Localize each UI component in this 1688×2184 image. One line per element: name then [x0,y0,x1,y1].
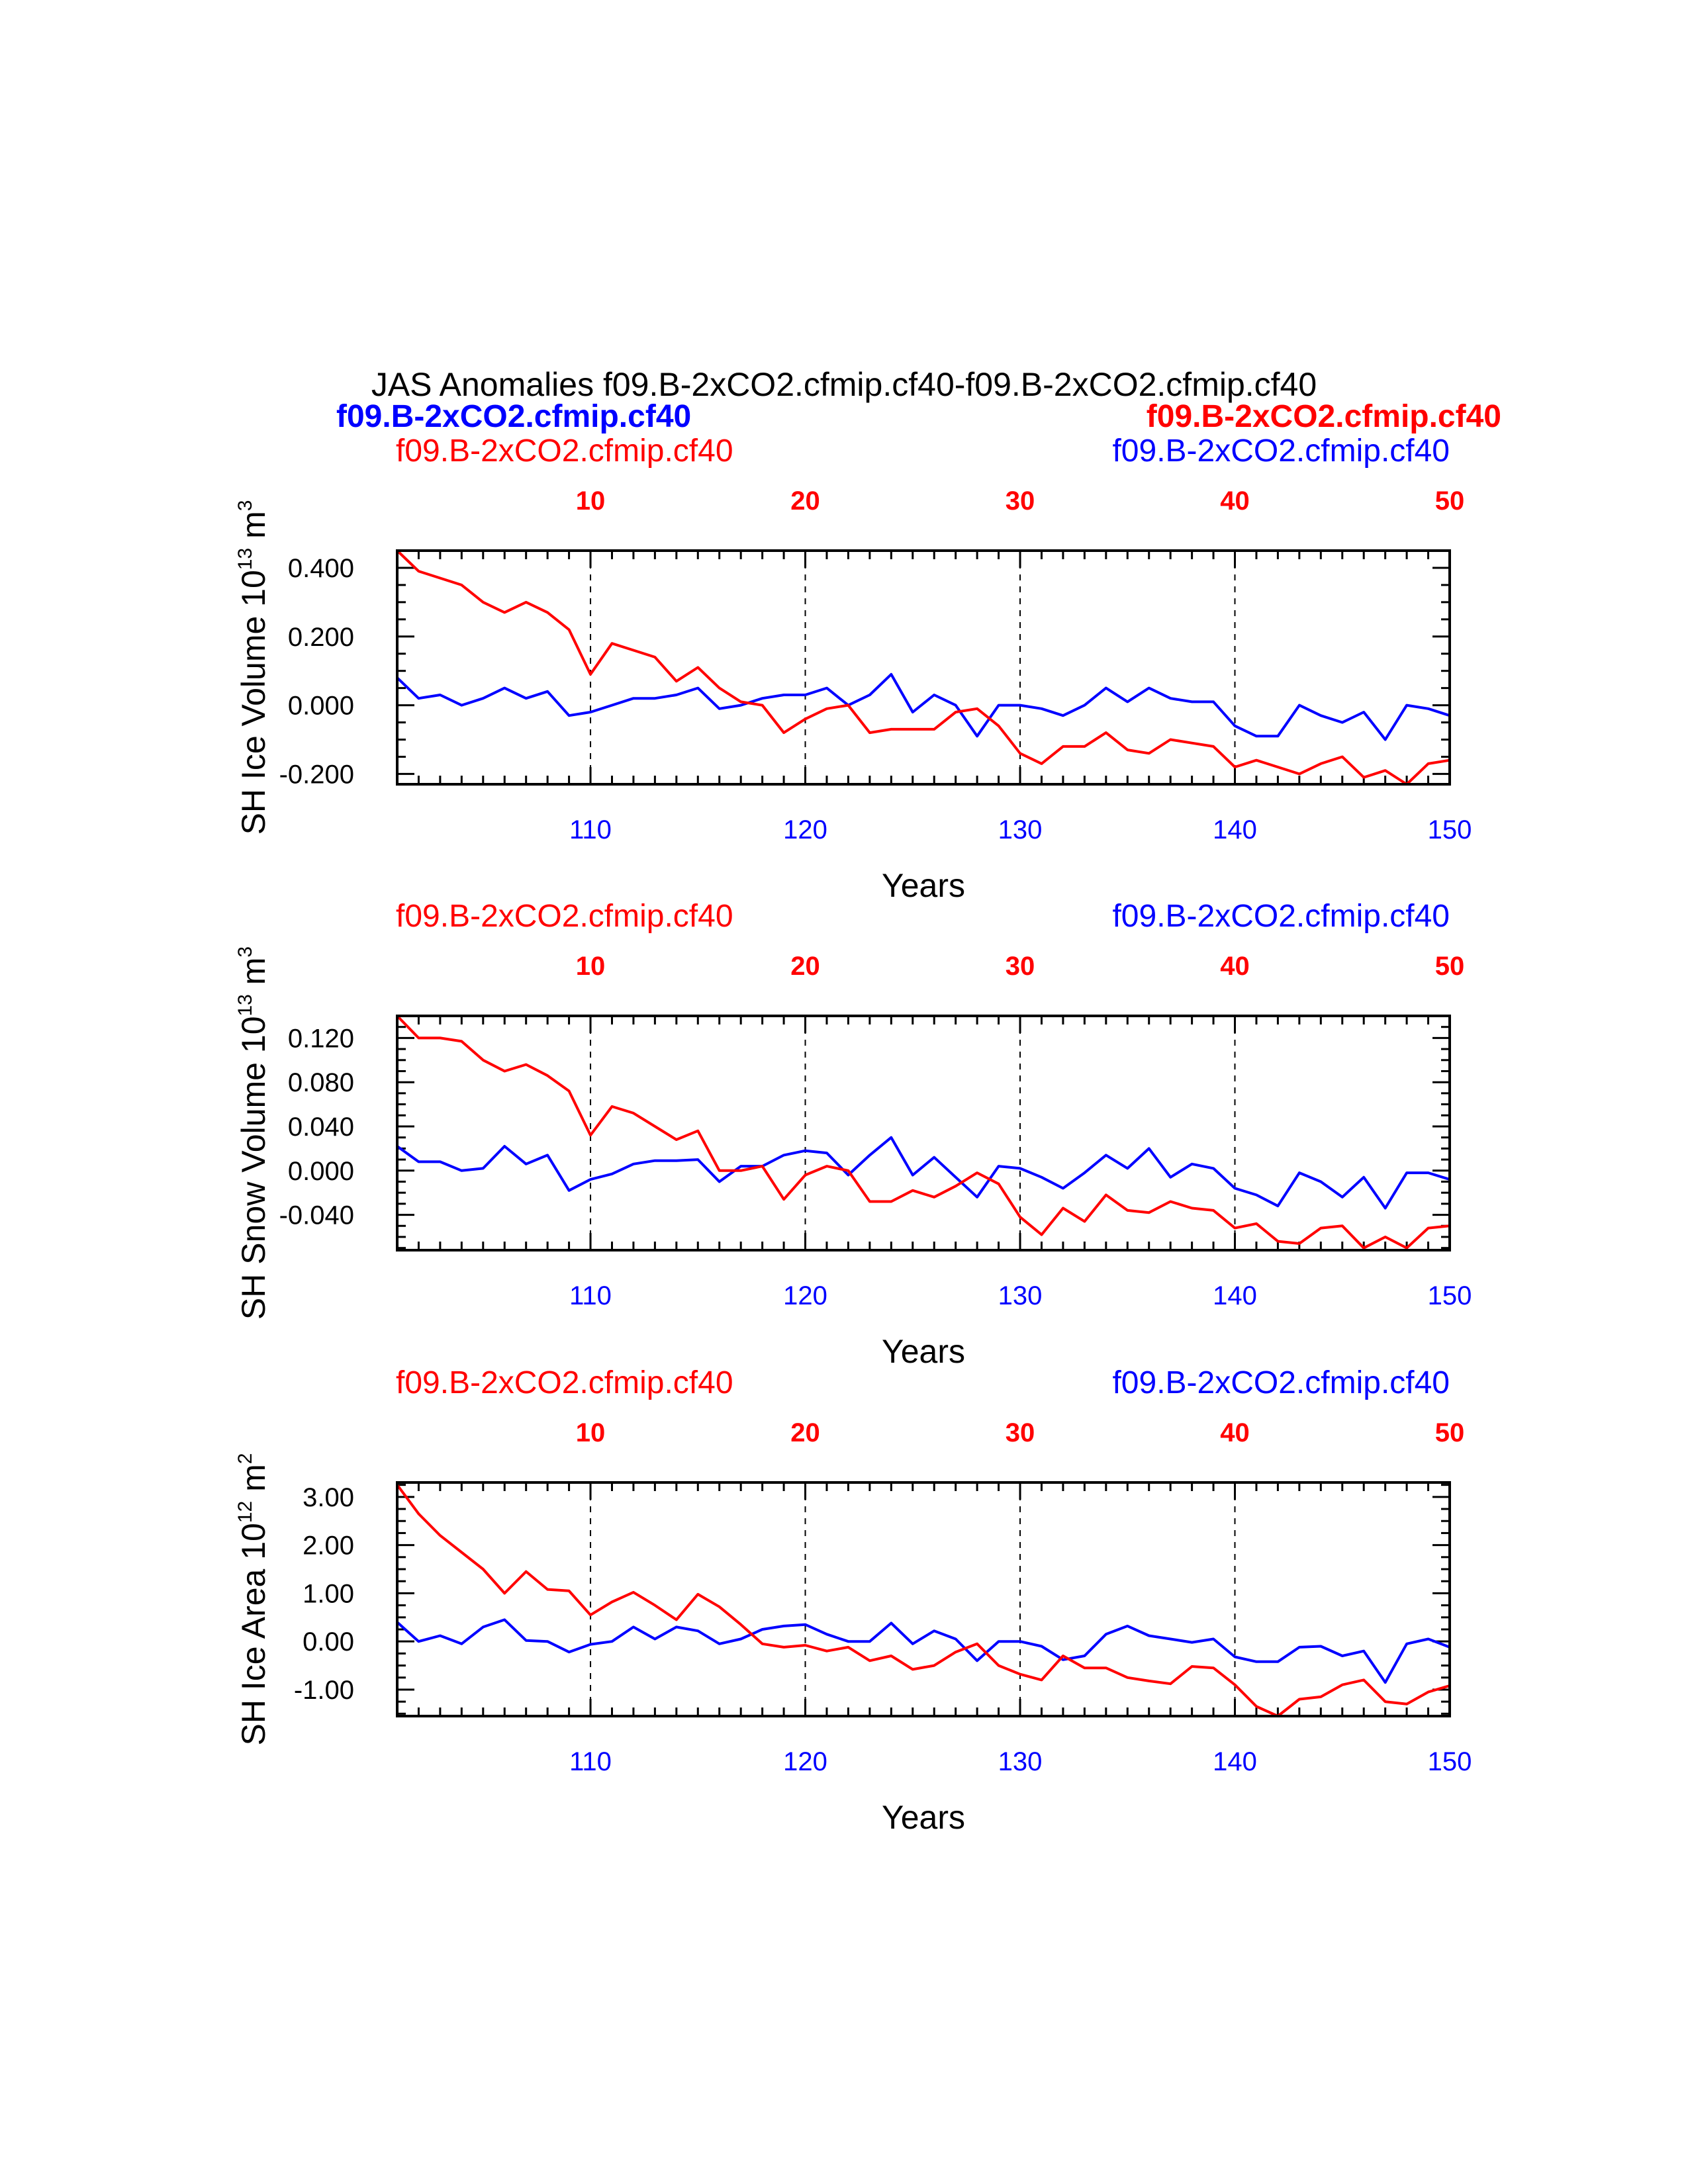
series-line-red [396,1484,1450,1717]
snow-volume-panel: f09.B-2xCO2.cfmip.cf40 f09.B-2xCO2.cfmip.… [234,899,1472,1370]
x-tick-label-bottom: 120 [783,1747,827,1776]
x-tick-label-top: 40 [1220,486,1250,516]
x-tick-label-top: 30 [1006,486,1035,516]
ice-area-panel: f09.B-2xCO2.cfmip.cf40 f09.B-2xCO2.cfmip.… [234,1365,1472,1836]
y-tick-label: 0.000 [288,1157,354,1186]
series-line-red [396,549,1450,786]
y-axis-label-exponent: 13 [234,548,256,570]
y-tick-label: -0.200 [279,760,354,789]
y-tick-label: 2.00 [303,1531,354,1561]
y-tick-label: 0.000 [288,692,354,721]
y-axis-label-text: SH Ice Area 10 [235,1523,272,1745]
header-right-run-label: f09.B-2xCO2.cfmip.cf40 [1147,399,1501,434]
x-axis-label: Years [882,867,965,904]
x-tick-label-bottom: 130 [998,815,1043,844]
x-tick-label-top: 20 [790,952,820,981]
x-tick-label-top: 40 [1220,1418,1250,1447]
left-run-label: f09.B-2xCO2.cfmip.cf40 [396,1365,733,1400]
x-tick-label-bottom: 150 [1428,815,1472,844]
x-tick-label-top: 40 [1220,952,1250,981]
y-tick-label: 0.080 [288,1068,354,1097]
x-tick-label-bottom: 150 [1428,1747,1472,1776]
x-tick-label-top: 50 [1435,952,1465,981]
y-tick-label: -0.040 [279,1201,354,1230]
x-axis-label: Years [882,1333,965,1370]
series-line-blue [396,672,1450,741]
y-tick-label: 3.00 [303,1483,354,1512]
x-tick-label-top: 50 [1435,486,1465,516]
y-tick-label: 0.120 [288,1024,354,1053]
x-tick-label-top: 10 [576,486,606,516]
y-axis-label: SH Ice Volume 1013 m3 [234,500,272,835]
y-tick-label: 0.040 [288,1113,354,1142]
x-tick-label-top: 20 [790,486,820,516]
x-tick-label-bottom: 150 [1428,1281,1472,1310]
x-tick-label-bottom: 110 [569,1281,612,1310]
y-axis-label: SH Snow Volume 1013 m3 [234,946,272,1320]
y-axis-label-text: SH Snow Volume 10 [235,1017,272,1320]
x-tick-label-top: 10 [576,1418,606,1447]
x-tick-label-bottom: 140 [1213,815,1257,844]
x-tick-label-top: 30 [1006,1418,1035,1447]
right-run-label: f09.B-2xCO2.cfmip.cf40 [1112,899,1450,934]
left-run-label: f09.B-2xCO2.cfmip.cf40 [396,899,733,934]
x-tick-label-bottom: 130 [998,1747,1043,1776]
x-tick-label-bottom: 140 [1213,1747,1257,1776]
x-tick-label-bottom: 110 [569,1747,612,1776]
y-axis-label-unit-exponent: 3 [234,946,256,958]
right-run-label: f09.B-2xCO2.cfmip.cf40 [1112,1365,1450,1400]
x-axis-label: Years [882,1799,965,1836]
ice-volume-panel: f09.B-2xCO2.cfmip.cf40 f09.B-2xCO2.cfmip.… [234,433,1472,904]
y-tick-label: -1.00 [294,1676,354,1705]
y-axis-label-unit-exponent: 2 [234,1453,256,1465]
x-tick-label-bottom: 140 [1213,1281,1257,1310]
right-run-label: f09.B-2xCO2.cfmip.cf40 [1112,433,1450,469]
x-tick-label-top: 20 [790,1418,820,1447]
y-axis-label-unit: m [235,1464,272,1501]
series-line-blue [396,1136,1450,1210]
y-axis-label-unit-exponent: 3 [234,500,256,512]
x-tick-label-top: 10 [576,952,606,981]
header-left-run-label: f09.B-2xCO2.cfmip.cf40 [336,399,691,434]
y-tick-label: 1.00 [303,1579,354,1608]
x-tick-label-bottom: 110 [569,815,612,844]
y-tick-label: 0.400 [288,554,354,583]
series-line-red [396,1015,1450,1250]
y-axis-label-text: SH Ice Volume 10 [235,570,272,835]
plot-frame [396,549,1451,786]
y-tick-label: 0.00 [303,1627,354,1657]
series-line-blue [396,1618,1450,1684]
y-axis-label: SH Ice Area 1012 m2 [234,1453,272,1746]
y-axis-label-exponent: 12 [234,1501,256,1523]
x-tick-label-top: 50 [1435,1418,1465,1447]
left-run-label: f09.B-2xCO2.cfmip.cf40 [396,433,733,469]
x-tick-label-top: 30 [1006,952,1035,981]
plot-frame [396,1481,1451,1717]
x-tick-label-bottom: 120 [783,815,827,844]
x-tick-label-bottom: 130 [998,1281,1043,1310]
y-axis-label-unit: m [235,958,272,995]
x-tick-label-bottom: 120 [783,1281,827,1310]
main-title: JAS Anomalies f09.B-2xCO2.cfmip.cf40-f09… [371,366,1317,403]
y-axis-label-unit: m [235,511,272,548]
y-tick-label: 0.200 [288,623,354,652]
plot-frame [396,1015,1451,1251]
y-axis-label-exponent: 13 [234,994,256,1016]
